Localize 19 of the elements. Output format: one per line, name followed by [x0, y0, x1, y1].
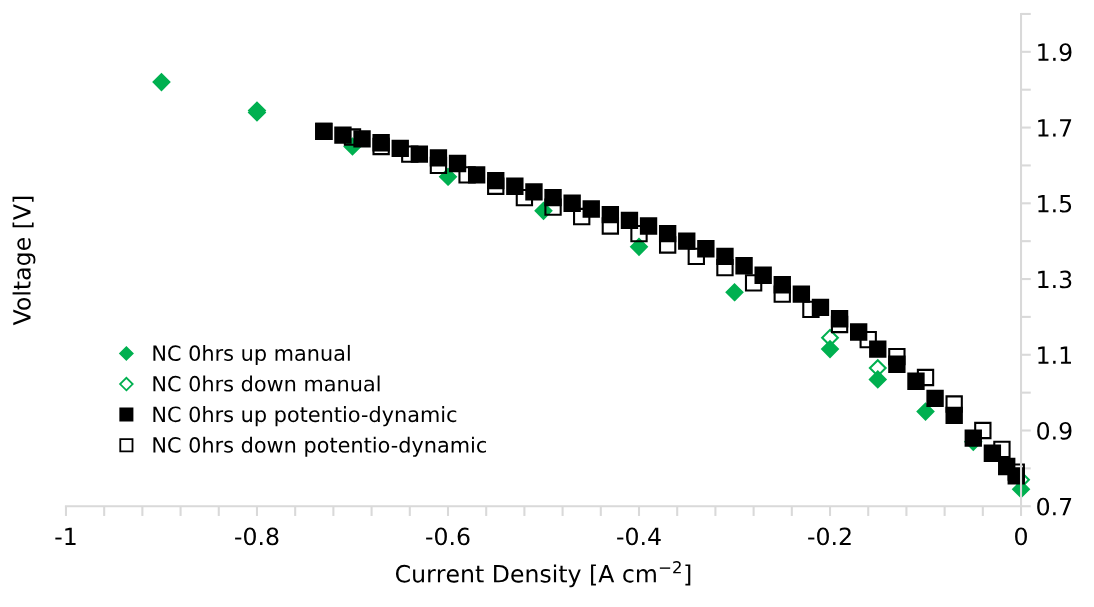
y-tick-label: 0.9 — [1037, 421, 1072, 440]
y-axis-title: Voltage [V] — [12, 196, 36, 326]
y-tick-label: 1.3 — [1038, 270, 1072, 289]
legend-label: NC 0hrs down potentio-dynamic — [153, 436, 487, 457]
x-tick-label: -0.2 — [808, 527, 851, 546]
y-tick-label: 1.1 — [1038, 346, 1071, 364]
legend-label: NC 0hrs down manual — [153, 375, 380, 392]
x-tick-label: -1 — [55, 527, 76, 546]
x-tick-label: 0 — [1015, 527, 1027, 546]
y-tick-label: 1.5 — [1038, 195, 1072, 213]
legend-label: NC 0hrs up manual — [153, 344, 350, 366]
x-tick-label: -0.6 — [426, 527, 470, 546]
y-tick-label: 1.7 — [1038, 119, 1072, 137]
y-tick-label: 0.7 — [1037, 497, 1072, 516]
x-tick-label: -0.8 — [235, 527, 279, 546]
x-tick-label: -0.4 — [617, 527, 661, 546]
y-tick-label: 1.9 — [1038, 43, 1072, 62]
legend-label: NC 0hrs up potentio-dynamic — [153, 406, 457, 427]
x-axis-title: Current Density [A cm$^{−2}$] — [395, 561, 691, 588]
